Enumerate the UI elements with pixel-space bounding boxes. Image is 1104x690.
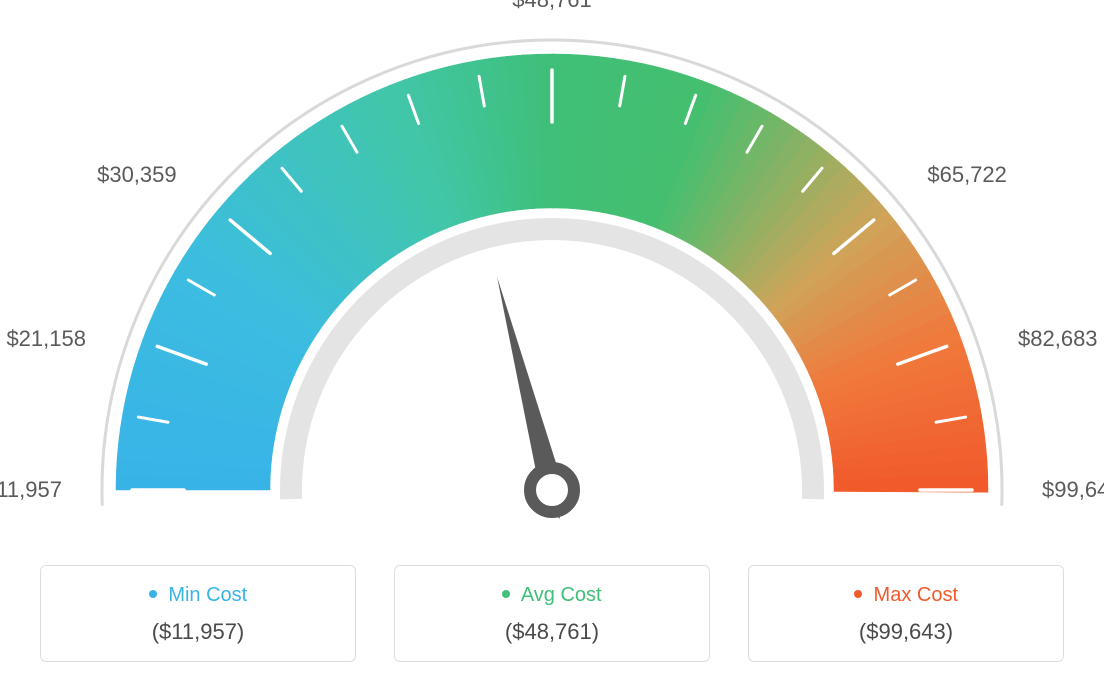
scale-label: $48,761 (512, 0, 592, 13)
legend-title-max: Max Cost (759, 584, 1053, 607)
gauge-chart-container: Min Cost ($11,957) Avg Cost ($48,761) Ma… (0, 0, 1104, 690)
legend-card-min: Min Cost ($11,957) (40, 565, 356, 662)
scale-label: $82,683 (1018, 326, 1098, 352)
bullet-icon (854, 590, 862, 598)
scale-label: $11,957 (0, 477, 62, 503)
legend-title-text: Avg Cost (521, 584, 602, 606)
legend-title-avg: Avg Cost (405, 584, 699, 607)
legend-title-text: Max Cost (874, 584, 958, 606)
needle-hub (530, 468, 574, 512)
legend-title-text: Min Cost (168, 584, 247, 606)
legend-row: Min Cost ($11,957) Avg Cost ($48,761) Ma… (0, 565, 1104, 662)
bullet-icon (502, 590, 510, 598)
legend-value-max: ($99,643) (759, 619, 1053, 645)
legend-title-min: Min Cost (51, 584, 345, 607)
legend-card-avg: Avg Cost ($48,761) (394, 565, 710, 662)
gauge-svg (0, 0, 1104, 555)
legend-value-avg: ($48,761) (405, 619, 699, 645)
bullet-icon (149, 590, 157, 598)
scale-label: $21,158 (6, 326, 86, 352)
scale-label: $99,643 (1042, 477, 1104, 503)
legend-value-min: ($11,957) (51, 619, 345, 645)
legend-card-max: Max Cost ($99,643) (748, 565, 1064, 662)
scale-label: $30,359 (97, 162, 177, 188)
scale-label: $65,722 (927, 162, 1007, 188)
